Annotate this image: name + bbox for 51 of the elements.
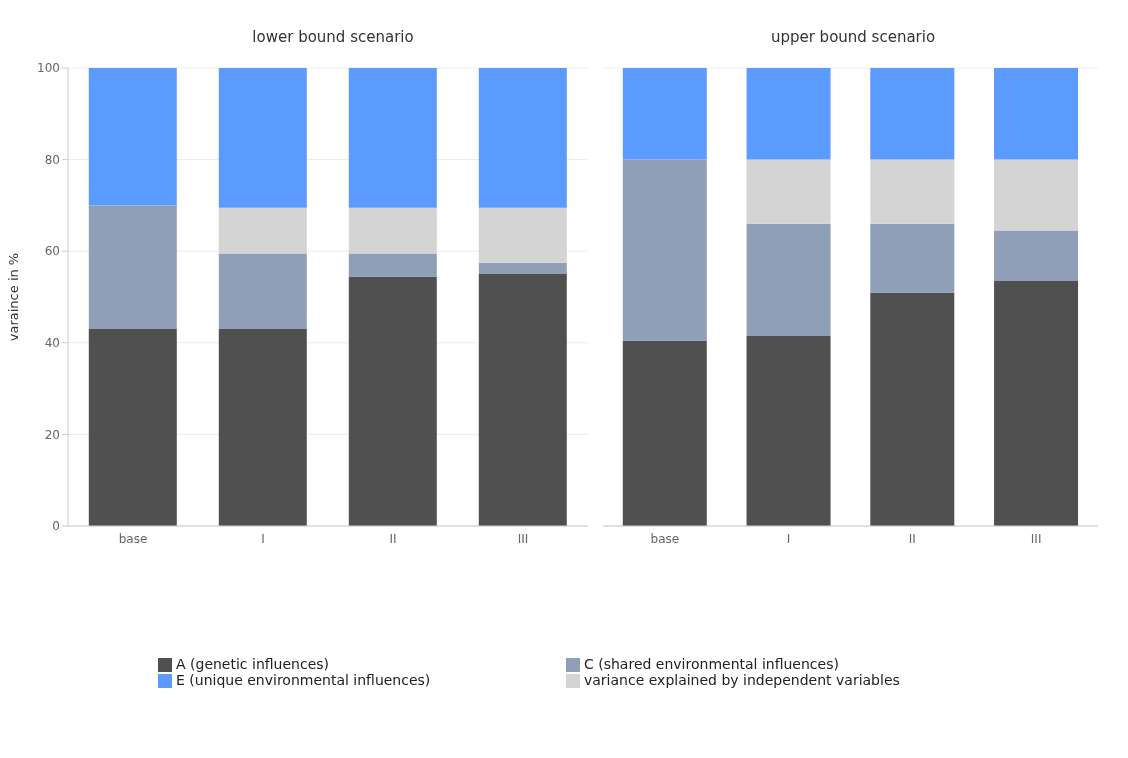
legend-label: variance explained by independent variables [584, 672, 901, 688]
y-tick-label: 20 [44, 427, 60, 442]
x-tick-label: II [389, 531, 397, 546]
bar [88, 205, 177, 330]
x-tick-label: I [261, 531, 265, 546]
bar [88, 68, 177, 206]
bar [870, 292, 955, 526]
bar [994, 280, 1079, 526]
bar [88, 329, 177, 526]
bar [218, 68, 307, 208]
bar [746, 223, 831, 336]
y-tick-label: 60 [44, 244, 60, 259]
bar [994, 159, 1079, 231]
bar [348, 68, 437, 208]
y-tick-label: 100 [37, 61, 60, 76]
bar [870, 223, 955, 293]
legend-label: A (genetic influences) [176, 656, 330, 672]
bar [870, 68, 955, 160]
bar [218, 207, 307, 254]
x-tick-label: base [650, 531, 680, 546]
legend-label: E (unique environmental influences) [176, 672, 432, 688]
x-tick-label: base [118, 531, 148, 546]
bar [994, 230, 1079, 281]
bar [622, 159, 707, 341]
bar [746, 68, 831, 160]
bar [746, 335, 831, 526]
bar [218, 253, 307, 330]
y-tick-label: 80 [44, 152, 60, 167]
bar [622, 68, 707, 160]
bar [478, 274, 567, 526]
x-tick-label: II [908, 531, 916, 546]
x-tick-label: III [517, 531, 529, 546]
y-tick-label: 0 [52, 519, 60, 534]
chart-title: upper bound scenario [769, 28, 937, 48]
bar [994, 68, 1079, 160]
bar [870, 159, 955, 224]
bar [478, 68, 567, 208]
chart-title: lower bound scenario [251, 28, 415, 48]
bar [348, 253, 437, 277]
bar [348, 207, 437, 254]
bar [478, 262, 567, 275]
x-tick-label: I [786, 531, 791, 546]
bar [746, 159, 831, 224]
y-axis-title: varaince in % [5, 252, 21, 342]
legend-label: C (shared environmental influences) [584, 656, 840, 672]
x-tick-label: III [1030, 531, 1042, 546]
bar [478, 207, 567, 263]
bar [622, 340, 707, 526]
bar [348, 276, 437, 526]
y-tick-label: 40 [44, 336, 60, 351]
bar [218, 329, 307, 526]
